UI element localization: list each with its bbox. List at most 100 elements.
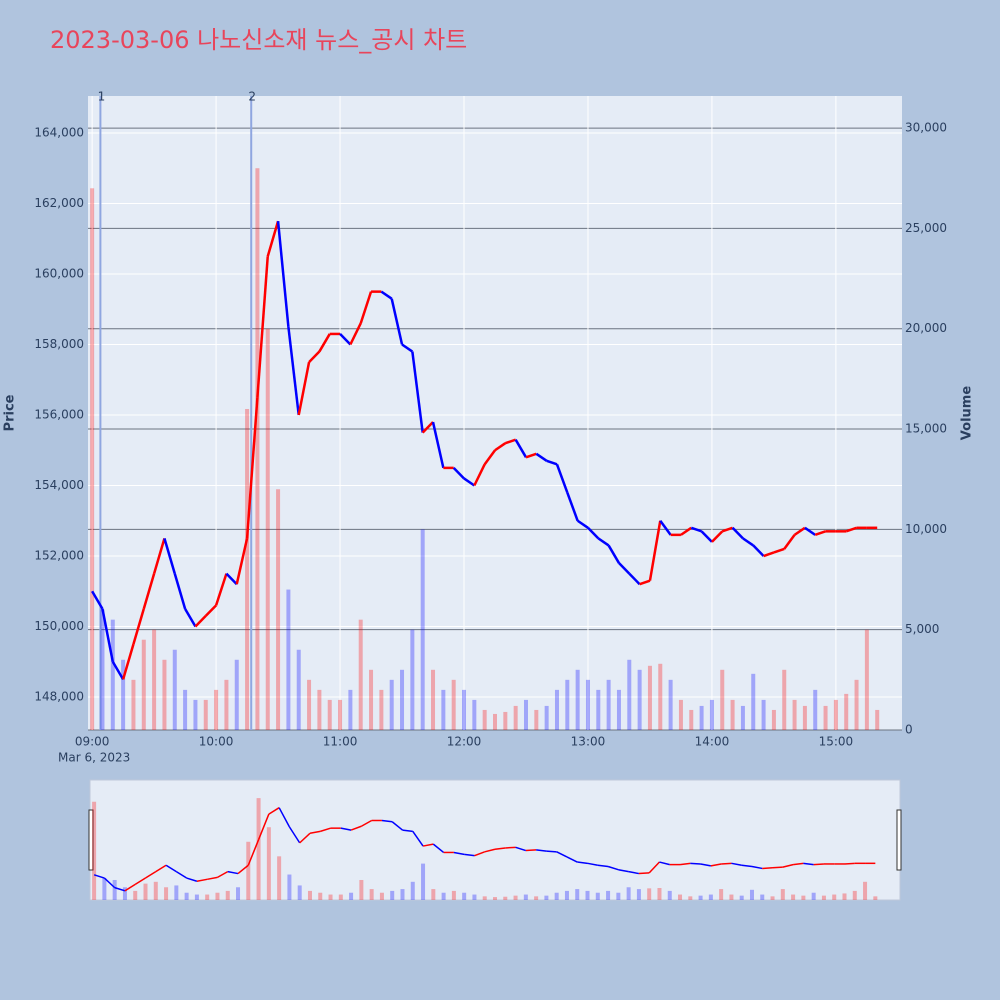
y2-tick-label: 25,000 bbox=[905, 221, 947, 235]
slider-price-segment bbox=[361, 819, 373, 827]
volume-bar bbox=[234, 659, 239, 730]
slider-price-segment bbox=[268, 807, 280, 815]
volume-bar bbox=[792, 699, 797, 730]
slider-volume-bar bbox=[184, 892, 189, 900]
range-slider[interactable] bbox=[89, 779, 901, 901]
y-tick-label: 162,000 bbox=[34, 196, 84, 210]
slider-volume-bar bbox=[534, 896, 539, 900]
slider-volume-bar bbox=[791, 894, 796, 900]
price-segment bbox=[597, 537, 610, 547]
price-segment bbox=[142, 573, 156, 610]
slider-price-segment bbox=[494, 847, 506, 851]
slider-price-segment bbox=[751, 865, 763, 870]
volume-bar bbox=[544, 705, 549, 730]
slider-volume-bar bbox=[503, 896, 508, 900]
slider-price-segment bbox=[464, 853, 475, 857]
slider-price-segment bbox=[350, 825, 362, 831]
volume-bar bbox=[637, 669, 642, 730]
slider-price-segment bbox=[247, 839, 260, 866]
slider-price-segment bbox=[536, 849, 547, 852]
volume-bar bbox=[751, 673, 756, 730]
price-segment bbox=[648, 520, 662, 581]
x-tick-label: 15:00 bbox=[819, 735, 854, 749]
x-tick-label: 09:00 bbox=[75, 735, 110, 749]
slider-volume-bar bbox=[523, 894, 528, 900]
slider-volume-bar bbox=[225, 890, 230, 900]
slider-volume-bar bbox=[441, 892, 446, 900]
slider-price-segment bbox=[134, 877, 146, 886]
volume-bar bbox=[493, 713, 497, 730]
slider-volume-bar bbox=[153, 881, 158, 900]
price-segment bbox=[721, 526, 733, 533]
y2-tick-label: 5,000 bbox=[905, 622, 939, 636]
slider-volume-bar bbox=[400, 889, 405, 900]
price-segment bbox=[380, 290, 393, 300]
slider-handle[interactable] bbox=[896, 809, 902, 871]
price-segment bbox=[639, 579, 651, 586]
y-tick-label: 150,000 bbox=[34, 619, 84, 633]
price-segment bbox=[349, 322, 362, 346]
price-segment bbox=[690, 526, 703, 533]
volume-bar bbox=[276, 489, 281, 730]
slider-price-segment bbox=[690, 862, 701, 865]
slider-price-segment bbox=[566, 856, 578, 863]
slider-volume-bar bbox=[698, 895, 703, 900]
volume-bar bbox=[813, 689, 818, 730]
x-date-label: Mar 6, 2023 bbox=[58, 751, 130, 765]
price-segment bbox=[618, 562, 631, 575]
price-segment bbox=[91, 590, 104, 610]
price-segment bbox=[659, 520, 672, 536]
volume-bar bbox=[689, 709, 694, 730]
price-segment bbox=[266, 220, 280, 257]
volume-bar bbox=[627, 659, 632, 730]
volume-bar bbox=[183, 689, 188, 730]
annotation-label: 2 bbox=[248, 90, 256, 104]
volume-bar bbox=[833, 699, 838, 730]
price-segment bbox=[576, 519, 589, 529]
volume-bar bbox=[854, 679, 859, 730]
slider-volume-bar bbox=[318, 892, 323, 900]
slider-price-segment bbox=[93, 874, 105, 879]
price-segment bbox=[463, 477, 476, 487]
slider-volume-bar bbox=[708, 894, 713, 900]
price-segment bbox=[101, 608, 115, 662]
volume-bar bbox=[575, 669, 580, 730]
slider-price-segment bbox=[556, 851, 568, 858]
price-segment bbox=[308, 350, 321, 364]
slider-volume-bar bbox=[266, 827, 271, 900]
slider-price-segment bbox=[638, 872, 650, 875]
y2-tick-label: 10,000 bbox=[905, 522, 947, 536]
slider-price-segment bbox=[381, 819, 393, 823]
price-segment bbox=[752, 544, 765, 557]
volume-bar bbox=[296, 649, 301, 730]
volume-bar bbox=[678, 699, 683, 730]
x-tick-label: 12:00 bbox=[447, 735, 482, 749]
price-segment bbox=[390, 298, 404, 345]
volume-bar bbox=[761, 699, 766, 730]
volume-bar bbox=[503, 711, 508, 730]
slider-volume-bar bbox=[863, 881, 868, 900]
slider-volume-bar bbox=[338, 894, 343, 900]
volume-bar bbox=[214, 689, 219, 730]
price-segment bbox=[452, 467, 465, 480]
slider-volume-bar bbox=[575, 889, 580, 900]
slider-price-segment bbox=[257, 813, 270, 840]
slider-handle[interactable] bbox=[88, 809, 94, 871]
slider-volume-bar bbox=[801, 895, 806, 900]
slider-volume-bar bbox=[472, 894, 477, 900]
price-segment bbox=[607, 544, 621, 564]
slider-volume-bar bbox=[143, 883, 148, 900]
volume-bar bbox=[875, 709, 880, 730]
volume-bar bbox=[420, 529, 425, 730]
price-segment bbox=[742, 537, 754, 547]
slider-volume-bar bbox=[770, 896, 775, 900]
slider-volume-bar bbox=[616, 892, 621, 900]
slider-volume-bar bbox=[297, 885, 302, 900]
price-segment bbox=[194, 615, 207, 628]
slider-price-segment bbox=[587, 862, 598, 866]
volume-bar bbox=[709, 699, 714, 730]
slider-price-segment bbox=[844, 862, 855, 865]
slider-price-segment bbox=[597, 864, 609, 868]
price-segment bbox=[535, 452, 548, 462]
slider-volume-bar bbox=[554, 892, 559, 900]
